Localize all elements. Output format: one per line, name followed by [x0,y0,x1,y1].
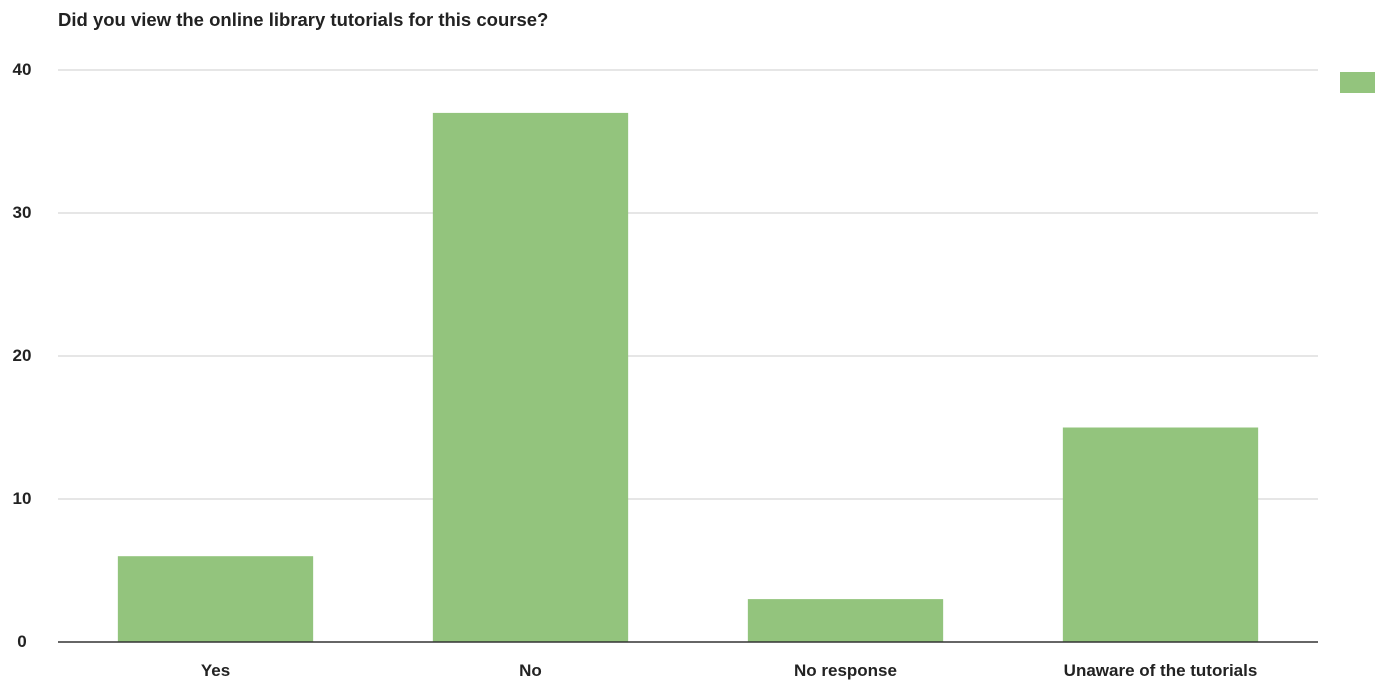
x-tick-label: No [519,661,542,680]
y-tick-label: 30 [13,203,32,222]
legend-swatch [1340,72,1375,93]
bar-no [432,112,629,642]
x-tick-label: No response [794,661,897,680]
y-tick-label: 20 [13,346,32,365]
y-axis-ticks: 0 10 20 30 40 [13,60,32,651]
y-tick-label: 0 [17,632,26,651]
bar-unaware-of-the-tutorials [1062,427,1259,642]
x-tick-label: Yes [201,661,230,680]
bar-yes [117,556,314,642]
chart-title: Did you view the online library tutorial… [58,9,549,30]
x-tick-label: Unaware of the tutorials [1064,661,1258,680]
y-tick-label: 10 [13,489,32,508]
x-axis-ticks: Yes No No response Unaware of the tutorials [201,661,1257,680]
bar-no-response [747,599,944,642]
y-tick-label: 40 [13,60,32,79]
bars [117,112,1259,642]
